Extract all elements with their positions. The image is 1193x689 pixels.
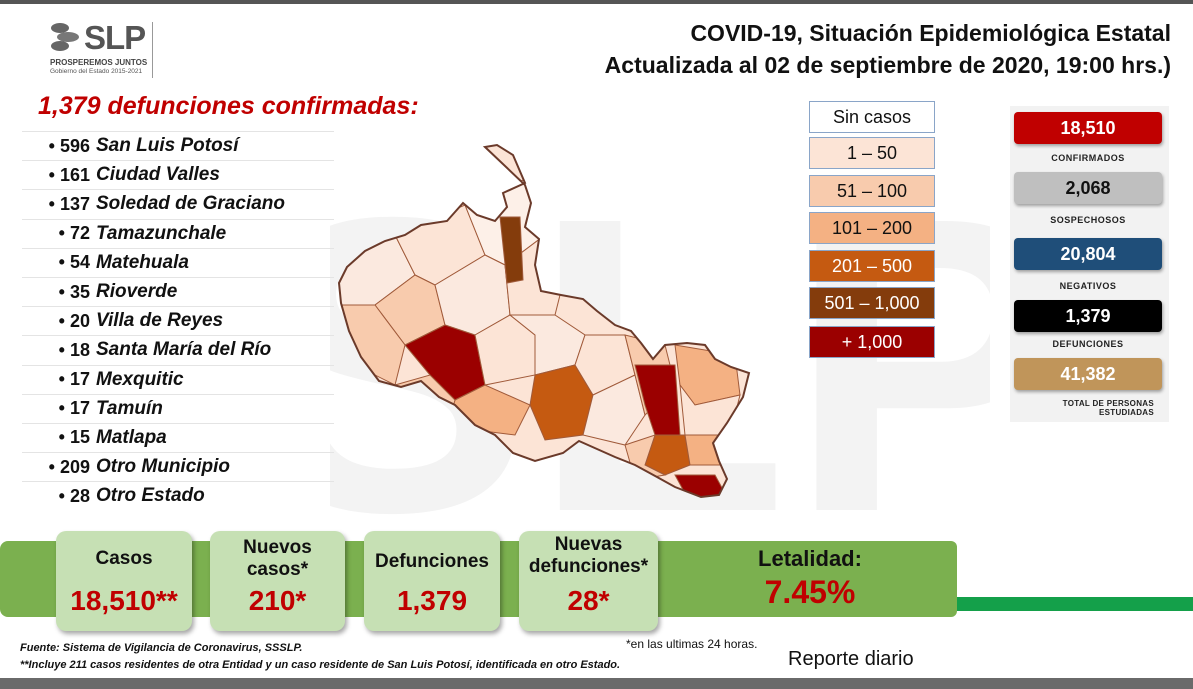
lethality-value: 7.45%	[764, 574, 856, 610]
new-cases-card: Nuevos casos* 210*	[210, 531, 345, 631]
death-count: • 17	[58, 369, 90, 390]
legend-label: 501 – 1,000	[824, 292, 920, 313]
list-item: • 15 Matlapa	[22, 422, 334, 452]
logo-mark-icon	[51, 23, 79, 51]
list-item: • 137 Soledad de Graciano	[22, 189, 334, 218]
deaths-by-municipality-list: • 596 San Luis Potosí • 161 Ciudad Valles …	[22, 131, 334, 510]
negative-label: NEGATIVOS	[1059, 281, 1117, 291]
municipality-name: Santa María del Río	[96, 339, 272, 361]
deaths-heading: 1,379 defunciones confirmadas:	[38, 92, 419, 120]
state-logo: SLP PROSPEREMOS JUNTOS Gobierno del Esta…	[44, 18, 156, 80]
death-count: • 596	[48, 135, 90, 156]
deaths-card: Defunciones 1,379	[364, 531, 500, 631]
last-24h-note: *en las ultimas 24 horas.	[626, 637, 758, 651]
daily-report-label: Reporte diario	[788, 648, 914, 670]
death-count: • 18	[58, 339, 90, 360]
legend-item-1-50: 1 – 50	[809, 137, 935, 169]
municipality-name: Tamazunchale	[96, 222, 227, 244]
confirmed-value: 18,510	[1014, 112, 1162, 144]
death-count: • 54	[58, 252, 90, 273]
deaths-card-label: Defunciones	[374, 551, 490, 572]
suspected-label: SOSPECHOSOS	[1050, 215, 1126, 225]
logo-slogan: PROSPEREMOS JUNTOS	[50, 58, 148, 67]
list-item: • 596 San Luis Potosí	[22, 131, 334, 160]
new-deaths-value: 28*	[567, 585, 610, 616]
death-count: • 35	[58, 281, 90, 302]
legend-label: 201 – 500	[831, 255, 913, 276]
legend-label: 101 – 200	[831, 217, 913, 238]
source-note: Fuente: Sistema de Vigilancia de Coronav…	[20, 642, 303, 654]
legend-item-501-1000: 501 – 1,000	[809, 287, 935, 319]
cases-label: Casos	[95, 548, 153, 569]
total-studied-label: TOTAL DE PERSONAS ESTUDIADAS	[1014, 399, 1154, 417]
list-item: • 209 Otro Municipio	[22, 452, 334, 481]
death-count: • 161	[48, 164, 90, 185]
bottom-bar	[0, 678, 1193, 689]
list-item: • 161 Ciudad Valles	[22, 160, 334, 189]
list-item: • 20 Villa de Reyes	[22, 306, 334, 335]
deaths-card-value: 1,379	[396, 585, 468, 616]
list-item: • 17 Tamuín	[22, 393, 334, 423]
legend-label: + 1,000	[841, 331, 903, 352]
list-item: • 18 Santa María del Río	[22, 335, 334, 364]
new-cases-value: 210*	[248, 585, 307, 616]
legend-label: 1 – 50	[846, 142, 898, 163]
new-deaths-label-line2: defunciones*	[528, 556, 649, 577]
legend-item-51-100: 51 – 100	[809, 175, 935, 207]
legend-item-201-500: 201 – 500	[809, 250, 935, 282]
logo-government: Gobierno del Estado 2015-2021	[50, 68, 143, 75]
death-count: • 15	[58, 427, 90, 448]
cases-footnote: **Incluye 211 casos residentes de otra E…	[20, 659, 621, 671]
logo-divider	[152, 22, 153, 78]
cases-value: 18,510**	[70, 585, 178, 616]
top-bar	[0, 0, 1193, 4]
municipality-name: San Luis Potosí	[96, 135, 239, 157]
cases-card: Casos 18,510**	[56, 531, 192, 631]
list-item: • 72 Tamazunchale	[22, 218, 334, 248]
page-subtitle: Actualizada al 02 de septiembre de 2020,…	[604, 52, 1171, 78]
new-cases-label-line2: casos*	[246, 559, 309, 580]
municipality-name: Otro Estado	[96, 485, 205, 507]
accent-line	[940, 597, 1193, 611]
death-count: • 137	[48, 193, 90, 214]
total-studied-label-line1: TOTAL DE PERSONAS	[1062, 399, 1154, 408]
state-choropleth-map	[337, 143, 751, 499]
municipality-name: Mexquitic	[96, 368, 184, 390]
municipality-name: Villa de Reyes	[96, 310, 224, 332]
deaths-value: 1,379	[1014, 300, 1162, 332]
municipality-name: Matlapa	[96, 426, 167, 448]
confirmed-label: CONFIRMADOS	[1051, 153, 1125, 163]
death-count: • 28	[58, 485, 90, 506]
legend-label: Sin casos	[832, 106, 912, 127]
death-count: • 209	[48, 456, 90, 477]
new-deaths-label-line1: Nuevas	[554, 534, 623, 555]
municipality-name: Matehuala	[96, 251, 189, 273]
negative-value: 20,804	[1014, 238, 1162, 270]
municipality-name: Soledad de Graciano	[96, 193, 285, 215]
list-item: • 28 Otro Estado	[22, 481, 334, 510]
new-cases-label-line1: Nuevos	[243, 537, 312, 558]
municipality-name: Tamuín	[96, 397, 163, 419]
logo-text: SLP	[84, 19, 146, 56]
page-title: COVID-19, Situación Epidemiológica Estat…	[690, 20, 1171, 46]
legend-item-no-cases: Sin casos	[809, 101, 935, 133]
list-item: • 35 Rioverde	[22, 276, 334, 306]
lethality-label: Letalidad:	[758, 546, 862, 571]
municipality-name: Ciudad Valles	[96, 164, 220, 186]
municipality-name: Rioverde	[96, 281, 178, 303]
suspected-value: 2,068	[1014, 172, 1162, 204]
legend-item-over-1000: + 1,000	[809, 326, 935, 358]
death-count: • 17	[58, 398, 90, 419]
new-deaths-card: Nuevas defunciones* 28*	[519, 531, 658, 631]
death-count: • 72	[58, 223, 90, 244]
legend-label: 51 – 100	[836, 180, 908, 201]
deaths-label: DEFUNCIONES	[1052, 339, 1124, 349]
list-item: • 17 Mexquitic	[22, 364, 334, 394]
list-item: • 54 Matehuala	[22, 247, 334, 277]
death-count: • 20	[58, 310, 90, 331]
municipality-name: Otro Municipio	[96, 456, 231, 478]
legend-item-101-200: 101 – 200	[809, 212, 935, 244]
total-studied-value: 41,382	[1014, 358, 1162, 390]
total-studied-label-line2: ESTUDIADAS	[1098, 408, 1154, 417]
